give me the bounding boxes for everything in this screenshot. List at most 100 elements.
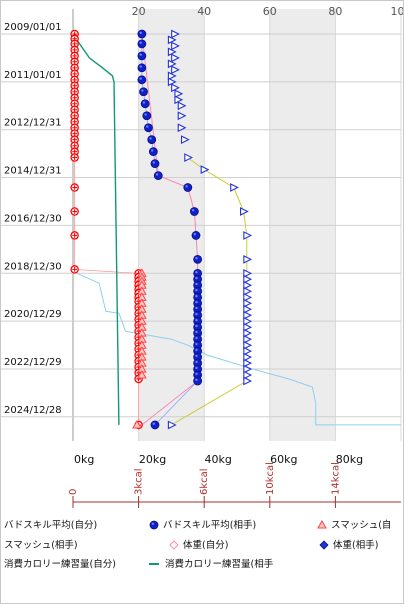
date-tick-label: 2012/12/31 xyxy=(4,118,62,129)
point-opp_skill xyxy=(191,231,201,240)
date-tick-label: 2020/12/29 xyxy=(4,309,62,320)
point-opp_smash xyxy=(243,334,253,344)
point-opp_smash xyxy=(171,53,180,63)
kcal-tick-label: 10kcal xyxy=(265,462,276,495)
point-self_skill-cross xyxy=(72,119,78,125)
point-opp_skill-shine xyxy=(193,233,196,236)
point-opp_smash xyxy=(171,41,180,51)
date-tick-label: 2016/12/30 xyxy=(4,213,62,224)
point-opp_skill xyxy=(193,376,203,386)
point-opp_skill-disc xyxy=(142,111,152,121)
date-tick-label: 2022/12/29 xyxy=(4,357,62,368)
point-opp_skill-shine xyxy=(195,282,198,286)
legend-label-opp_smash: スマッシュ(相手) xyxy=(4,539,78,551)
point-opp_skill-shine xyxy=(195,288,198,292)
point-opp_skill xyxy=(137,29,147,39)
point-opp_smash xyxy=(184,153,194,162)
point-opp_skill xyxy=(142,111,152,121)
point-opp_smash xyxy=(174,95,184,105)
point-opp_skill-disc xyxy=(189,207,199,216)
point-self_skill xyxy=(134,374,143,384)
point-self_skill xyxy=(70,207,79,216)
point-opp_smash xyxy=(167,77,177,87)
point-opp_smash xyxy=(243,358,253,368)
point-opp_skill-shine xyxy=(142,101,146,104)
point-self_smash xyxy=(132,419,142,429)
kcal-tick-label: 3kcal xyxy=(134,468,145,495)
point-opp_skill-shine xyxy=(191,209,195,212)
point-opp_smash xyxy=(177,123,187,133)
point-self_skill xyxy=(70,231,79,240)
point-opp_skill-shine xyxy=(195,342,198,346)
point-opp_skill-shine xyxy=(139,41,142,44)
point-opp_skill-disc xyxy=(144,123,153,133)
point-self_skill xyxy=(70,153,79,162)
point-opp_smash xyxy=(243,340,253,350)
point-opp_smash xyxy=(177,111,187,121)
point-opp_skill xyxy=(137,39,147,49)
legend-symbol-self_smash xyxy=(317,519,327,529)
legend-symbol-opp_skill xyxy=(149,520,159,530)
point-opp_skill xyxy=(137,75,147,85)
point-opp_skill xyxy=(144,123,153,133)
point-opp_skill-shine xyxy=(185,185,188,188)
point-opp_skill xyxy=(150,159,160,168)
point-opp_skill-disc xyxy=(137,51,147,61)
point-opp_smash xyxy=(243,310,253,320)
point-opp_smash xyxy=(174,89,184,99)
point-opp_smash xyxy=(243,280,253,290)
point-opp_skill-disc xyxy=(153,171,163,180)
series-lines xyxy=(72,33,401,426)
date-tick-label: 2018/12/30 xyxy=(4,261,62,272)
point-self_smash xyxy=(137,370,147,379)
point-self_skill-cross xyxy=(72,101,78,107)
point-opp_skill-shine xyxy=(139,53,142,56)
point-opp_smash xyxy=(180,135,190,145)
date-tick-label: 2014/12/31 xyxy=(4,166,62,177)
weight-tick-label: 40kg xyxy=(205,453,232,466)
point-self_skill xyxy=(70,93,79,103)
point-opp_skill-shine xyxy=(155,173,159,176)
kcal-tick-label: 6kcal xyxy=(199,468,210,495)
point-opp_smash xyxy=(243,364,253,374)
point-opp_smash xyxy=(171,29,180,39)
point-opp_smash xyxy=(240,207,249,216)
series-line-self_kcal xyxy=(72,270,401,426)
legend-label-self_smash: スマッシュ(自 xyxy=(331,519,391,531)
point-opp_skill xyxy=(140,99,150,109)
point-self_skill-cross xyxy=(72,65,78,71)
point-opp_skill-shine xyxy=(144,113,147,116)
point-opp_skill-disc xyxy=(150,159,160,168)
point-opp_smash xyxy=(243,370,253,380)
point-self_skill-cross xyxy=(72,125,78,131)
point-self_skill xyxy=(70,45,79,55)
point-opp_skill-disc xyxy=(137,75,147,85)
point-opp_skill-shine xyxy=(195,300,198,304)
legend-label-self_kcal: 消費カロリー練習量(自分) xyxy=(4,558,116,570)
point-self_skill-cross xyxy=(72,131,78,137)
point-self_skill-cross xyxy=(72,59,78,65)
date-tick-label: 2009/01/01 xyxy=(4,22,62,33)
point-opp_skill-shine xyxy=(195,270,198,274)
point-self_skill-cross xyxy=(72,77,78,83)
point-opp_skill-shine xyxy=(195,312,198,316)
date-tick-label: 2024/12/28 xyxy=(4,405,62,416)
point-self_skill-cross xyxy=(72,137,78,143)
point-opp_skill-shine xyxy=(195,378,198,382)
point-self_skill-cross xyxy=(72,53,78,59)
point-self_skill-cross xyxy=(72,233,78,238)
point-opp_skill-disc xyxy=(191,231,201,240)
weight-tick-label: 0kg xyxy=(74,453,94,466)
point-opp_skill-shine xyxy=(195,330,198,334)
point-opp_skill-shine xyxy=(195,372,198,376)
point-opp_skill xyxy=(193,346,203,356)
point-opp_smash xyxy=(167,47,177,57)
point-opp_skill-shine xyxy=(139,65,142,68)
point-opp_skill-shine xyxy=(195,354,198,358)
point-self_skill-cross xyxy=(72,41,78,47)
point-opp_skill-shine xyxy=(139,31,142,34)
point-opp_skill-shine xyxy=(149,137,152,140)
point-opp_skill-disc xyxy=(139,87,148,97)
